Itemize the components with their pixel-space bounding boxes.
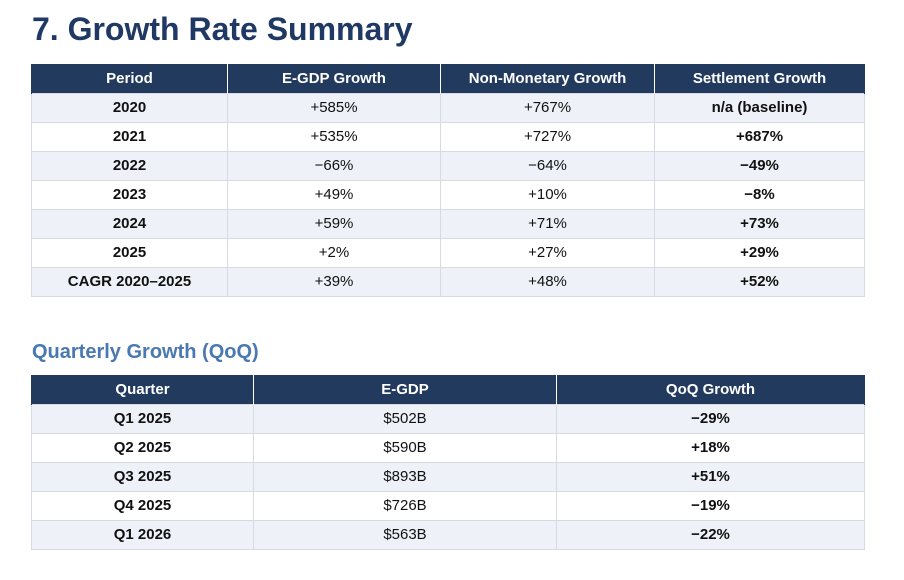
settlement-growth-cell: −8% (654, 179, 865, 210)
settlement-growth-cell: +73% (654, 208, 865, 239)
egdp-cell: $590B (253, 432, 557, 463)
quarter-cell: Q4 2025 (31, 490, 254, 521)
egdp-cell: $502B (253, 403, 557, 434)
qoq-growth-cell: +18% (556, 432, 865, 463)
non-monetary-growth-cell: +727% (440, 121, 655, 152)
qoq-growth-cell: −22% (556, 519, 865, 550)
egdp-cell: $563B (253, 519, 557, 550)
quarterly-growth-table: Quarter E-GDP QoQ Growth Q1 2025 $502B −… (31, 375, 865, 550)
column-header-non-monetary-growth: Non-Monetary Growth (440, 64, 655, 93)
table-row: 2023 +49% +10% −8% (31, 179, 865, 210)
settlement-growth-cell: +29% (654, 237, 865, 268)
egdp-cell: $726B (253, 490, 557, 521)
qoq-growth-cell: −29% (556, 403, 865, 434)
table-row: Q3 2025 $893B +51% (31, 461, 865, 492)
page-title: 7. Growth Rate Summary (32, 11, 413, 47)
column-header-egdp: E-GDP (253, 375, 557, 404)
table-row: Q1 2025 $502B −29% (31, 403, 865, 434)
qoq-table-header-row: Quarter E-GDP QoQ Growth (31, 375, 865, 404)
non-monetary-growth-cell: −64% (440, 150, 655, 181)
egdp-growth-cell: +39% (227, 266, 441, 297)
table-row-cagr: CAGR 2020–2025 +39% +48% +52% (31, 266, 865, 297)
qoq-growth-cell: +51% (556, 461, 865, 492)
settlement-growth-cell: +687% (654, 121, 865, 152)
quarter-cell: Q1 2026 (31, 519, 254, 550)
non-monetary-growth-cell: +71% (440, 208, 655, 239)
quarter-cell: Q1 2025 (31, 403, 254, 434)
non-monetary-growth-cell: +767% (440, 92, 655, 123)
settlement-growth-cell: n/a (baseline) (654, 92, 865, 123)
column-header-qoq-growth: QoQ Growth (556, 375, 865, 404)
egdp-cell: $893B (253, 461, 557, 492)
section-title-quarterly-growth: Quarterly Growth (QoQ) (32, 341, 259, 363)
table-row: 2025 +2% +27% +29% (31, 237, 865, 268)
table-row: 2022 −66% −64% −49% (31, 150, 865, 181)
period-cell: 2025 (31, 237, 228, 268)
period-cell: 2021 (31, 121, 228, 152)
growth-table-header-row: Period E-GDP Growth Non-Monetary Growth … (31, 64, 865, 93)
column-header-settlement-growth: Settlement Growth (654, 64, 865, 93)
quarter-cell: Q2 2025 (31, 432, 254, 463)
period-cell: 2020 (31, 92, 228, 123)
settlement-growth-cell: −49% (654, 150, 865, 181)
settlement-growth-cell: +52% (654, 266, 865, 297)
growth-rate-table: Period E-GDP Growth Non-Monetary Growth … (31, 64, 865, 297)
non-monetary-growth-cell: +48% (440, 266, 655, 297)
column-header-egdp-growth: E-GDP Growth (227, 64, 441, 93)
period-cell: 2023 (31, 179, 228, 210)
non-monetary-growth-cell: +27% (440, 237, 655, 268)
egdp-growth-cell: +585% (227, 92, 441, 123)
period-cell: 2022 (31, 150, 228, 181)
table-row: Q4 2025 $726B −19% (31, 490, 865, 521)
table-row: 2021 +535% +727% +687% (31, 121, 865, 152)
column-header-period: Period (31, 64, 228, 93)
period-cell: 2024 (31, 208, 228, 239)
table-row: Q2 2025 $590B +18% (31, 432, 865, 463)
egdp-growth-cell: −66% (227, 150, 441, 181)
table-row: 2024 +59% +71% +73% (31, 208, 865, 239)
egdp-growth-cell: +49% (227, 179, 441, 210)
table-row: Q1 2026 $563B −22% (31, 519, 865, 550)
quarter-cell: Q3 2025 (31, 461, 254, 492)
egdp-growth-cell: +535% (227, 121, 441, 152)
egdp-growth-cell: +2% (227, 237, 441, 268)
egdp-growth-cell: +59% (227, 208, 441, 239)
period-cell: CAGR 2020–2025 (31, 266, 228, 297)
column-header-quarter: Quarter (31, 375, 254, 404)
table-row: 2020 +585% +767% n/a (baseline) (31, 92, 865, 123)
qoq-growth-cell: −19% (556, 490, 865, 521)
non-monetary-growth-cell: +10% (440, 179, 655, 210)
